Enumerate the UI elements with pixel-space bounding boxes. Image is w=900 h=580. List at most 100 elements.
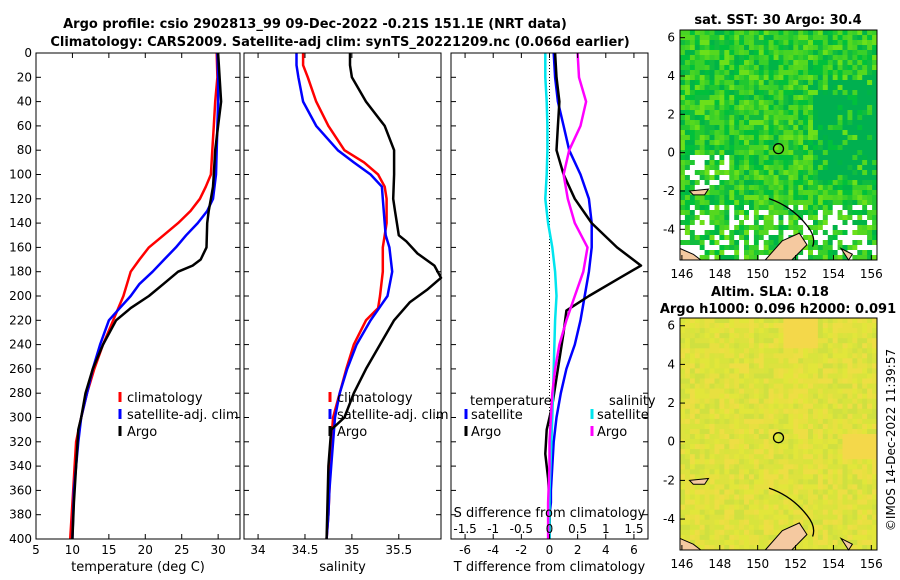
map-cell	[753, 235, 760, 241]
map-cell	[827, 358, 834, 364]
map-cell	[739, 469, 745, 475]
map-cell	[773, 105, 779, 111]
map-cell	[763, 180, 770, 186]
map-cell	[783, 509, 789, 516]
map-cell	[689, 343, 696, 349]
map-cell	[753, 318, 760, 324]
map-cell	[724, 140, 730, 146]
map-cell	[837, 494, 843, 500]
map-cell	[798, 444, 804, 450]
map-cell	[813, 423, 819, 430]
map-cell	[768, 165, 774, 171]
map-cell	[719, 403, 725, 410]
map-cell	[803, 449, 809, 455]
map-cell	[709, 348, 715, 354]
map-cell	[724, 524, 730, 531]
map-cell	[768, 338, 774, 344]
map-cell	[788, 140, 794, 146]
map-cell	[872, 65, 878, 71]
map-cell	[763, 185, 770, 191]
map-cell	[763, 175, 770, 181]
map-cell	[793, 135, 799, 141]
map-cell	[872, 454, 878, 460]
map-cell	[857, 55, 863, 61]
map-cell	[842, 140, 848, 146]
map-cell	[768, 230, 774, 236]
map-cell	[857, 130, 863, 136]
map-cell	[689, 205, 696, 211]
map-cell	[684, 469, 691, 475]
map-cell	[837, 145, 843, 151]
map-cell	[684, 140, 691, 146]
map-cell	[842, 130, 848, 136]
map-cell	[753, 444, 760, 450]
map-cell	[694, 105, 701, 111]
map-cell	[852, 175, 858, 181]
map-cell	[798, 459, 804, 465]
map-cell	[714, 504, 720, 511]
map-cell	[827, 504, 834, 511]
map-cell	[753, 323, 760, 329]
map-cell	[680, 115, 686, 121]
map-cell	[773, 170, 779, 176]
map-cell	[699, 545, 706, 551]
map-cell	[857, 373, 863, 379]
map-cell	[857, 35, 863, 41]
map-cell	[852, 235, 858, 241]
map-cell	[694, 328, 701, 334]
map-cell	[788, 423, 794, 430]
map-cell	[813, 200, 819, 206]
map-cell	[788, 185, 794, 191]
map-cell	[714, 45, 720, 51]
map-cell	[852, 200, 858, 206]
map-cell	[798, 35, 804, 41]
map-cell	[758, 408, 765, 415]
map-cell	[842, 210, 848, 216]
map-cell	[847, 413, 853, 420]
map-cell	[684, 205, 691, 211]
map-cell	[803, 514, 809, 521]
map-cell	[704, 225, 710, 231]
map-cell	[793, 418, 799, 425]
map-cell	[714, 90, 720, 96]
map-cell	[714, 429, 720, 435]
map-cell	[817, 524, 824, 531]
map-cell	[837, 195, 843, 201]
map-cell	[832, 323, 839, 329]
map-cell	[803, 140, 809, 146]
map-cell	[680, 479, 686, 485]
map-cell	[773, 323, 779, 329]
map-cell	[714, 50, 720, 56]
map-cell	[704, 130, 710, 136]
map-cell	[822, 160, 829, 166]
map-cell	[680, 348, 686, 354]
map-cell	[817, 190, 824, 196]
map-cell	[803, 323, 809, 329]
map-cell	[827, 524, 834, 531]
map-cell	[847, 45, 853, 51]
map-cell	[867, 514, 873, 521]
map-cell	[857, 534, 863, 541]
map-cell	[694, 40, 701, 46]
map-cell	[724, 338, 730, 344]
map-cell	[783, 393, 789, 400]
map-cell	[763, 95, 770, 101]
map-cell	[798, 140, 804, 146]
y-tick-label: 100	[9, 168, 32, 182]
map-cell	[867, 318, 873, 324]
map-cell	[867, 200, 873, 206]
map-cell	[808, 318, 814, 324]
map-cell	[768, 429, 774, 435]
map-cell	[788, 160, 794, 166]
map-cell	[817, 378, 824, 384]
map-cell	[857, 230, 863, 236]
map-cell	[847, 225, 853, 231]
map-cell	[680, 75, 686, 81]
map-cell	[867, 150, 873, 156]
map-cell	[704, 524, 710, 531]
map-cell	[689, 160, 696, 166]
map-cell	[793, 429, 799, 435]
map-cell	[817, 519, 824, 526]
map-cell	[783, 353, 789, 359]
map-cell	[758, 434, 765, 440]
